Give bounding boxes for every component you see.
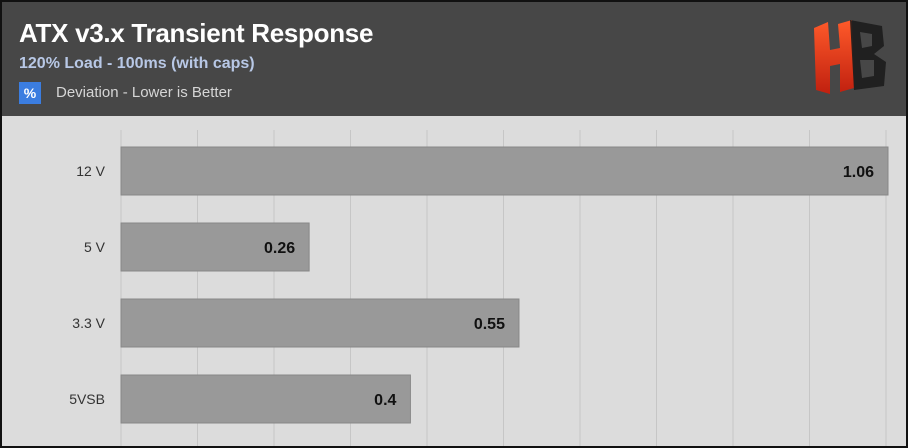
hb-logo-icon — [814, 20, 886, 94]
bar-chart: 12 V 1.06 5 V 0.26 3.3 V 0.55 5VSB 0.4 — [69, 130, 889, 446]
data-label: 0.4 — [374, 392, 396, 409]
category-label: 12 V — [76, 163, 105, 179]
plot-area: 12 V 1.06 5 V 0.26 3.3 V 0.55 5VSB 0.4 — [2, 116, 906, 446]
bar — [120, 374, 411, 424]
bar — [120, 222, 310, 272]
category-label: 5VSB — [69, 391, 105, 407]
bar — [120, 146, 889, 196]
category-label: 5 V — [84, 239, 106, 255]
chart-header: ATX v3.x Transient Response 120% Load - … — [2, 2, 906, 116]
chart-title: ATX v3.x Transient Response — [19, 18, 374, 48]
percent-icon: % — [19, 82, 41, 104]
bar — [120, 298, 520, 348]
data-label: 1.06 — [843, 164, 874, 181]
chart-subtitle: 120% Load - 100ms (with caps) — [19, 55, 255, 72]
data-label: 0.55 — [474, 316, 505, 333]
category-label: 3.3 V — [72, 315, 105, 331]
data-label: 0.26 — [264, 240, 295, 257]
legend-label: Deviation - Lower is Better — [56, 84, 232, 101]
